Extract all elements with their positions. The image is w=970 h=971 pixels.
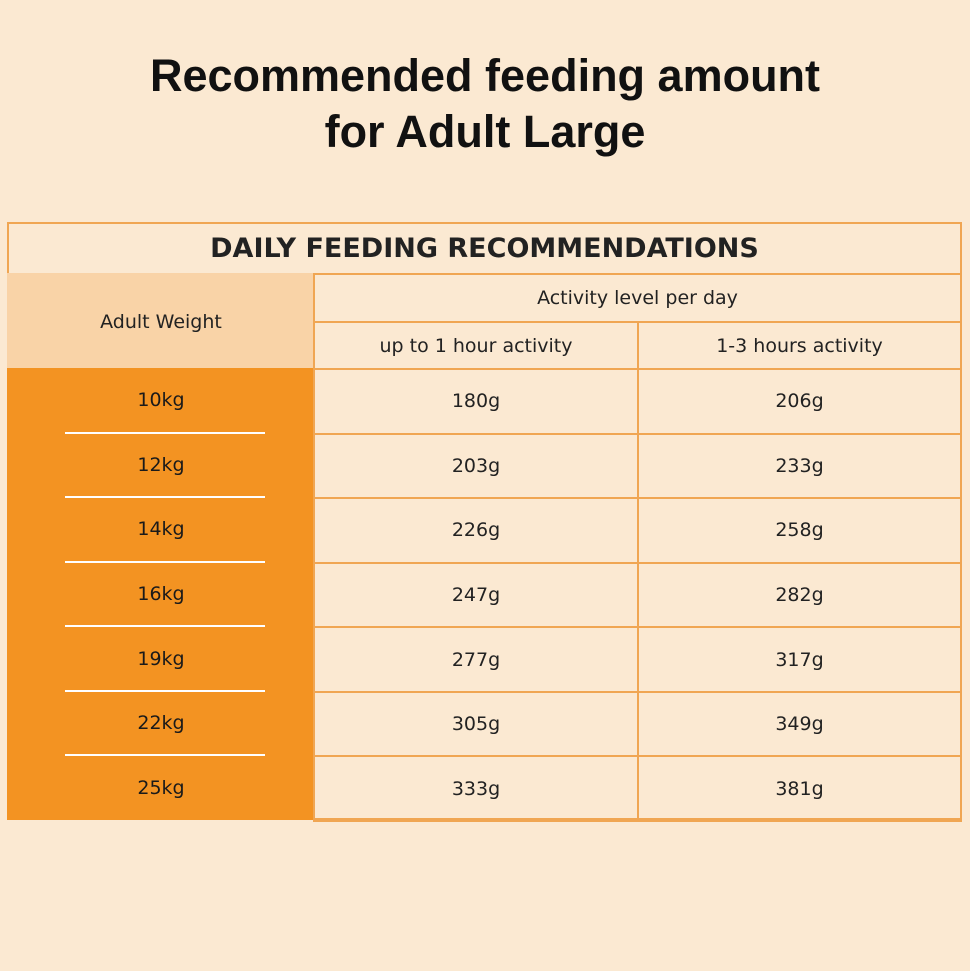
row-separator	[65, 560, 265, 563]
value-cell: 258g	[637, 497, 962, 564]
value-cell: 282g	[637, 561, 962, 629]
value-cell: 333g	[313, 755, 639, 822]
column-header: up to 1 hour activity	[313, 321, 639, 370]
weight-cell: 12kg	[137, 453, 185, 476]
page-title: Recommended feeding amount for Adult Lar…	[149, 50, 821, 157]
value-cell: 203g	[313, 432, 639, 500]
table-title: DAILY FEEDING RECOMMENDATIONS	[7, 222, 962, 275]
weight-cell: 14kg	[137, 518, 185, 541]
column-header: 1-3 hours activity	[637, 321, 962, 370]
row-separator	[65, 689, 265, 692]
row-separator	[65, 754, 265, 757]
value-cell: 206g	[637, 368, 962, 435]
value-cell: 247g	[313, 561, 639, 629]
row-separator	[65, 431, 265, 434]
value-cell: 305g	[313, 690, 639, 758]
weight-cell: 19kg	[137, 647, 185, 670]
value-cell: 233g	[637, 432, 962, 500]
row-separator	[65, 496, 265, 499]
weight-cell: 22kg	[137, 712, 185, 735]
value-cell: 180g	[313, 368, 639, 435]
value-cell: 277g	[313, 626, 639, 693]
weight-cell: 16kg	[137, 582, 185, 605]
row-header: Adult Weight	[7, 273, 315, 370]
row-separator	[65, 625, 265, 628]
value-cell: 317g	[637, 626, 962, 693]
group-header: Activity level per day	[313, 273, 962, 323]
value-cell: 349g	[637, 690, 962, 758]
weight-column-bg	[7, 368, 315, 820]
value-cell: 226g	[313, 497, 639, 564]
weight-cell: 10kg	[137, 389, 185, 412]
value-cell: 381g	[637, 755, 962, 822]
weight-cell: 25kg	[137, 776, 185, 799]
